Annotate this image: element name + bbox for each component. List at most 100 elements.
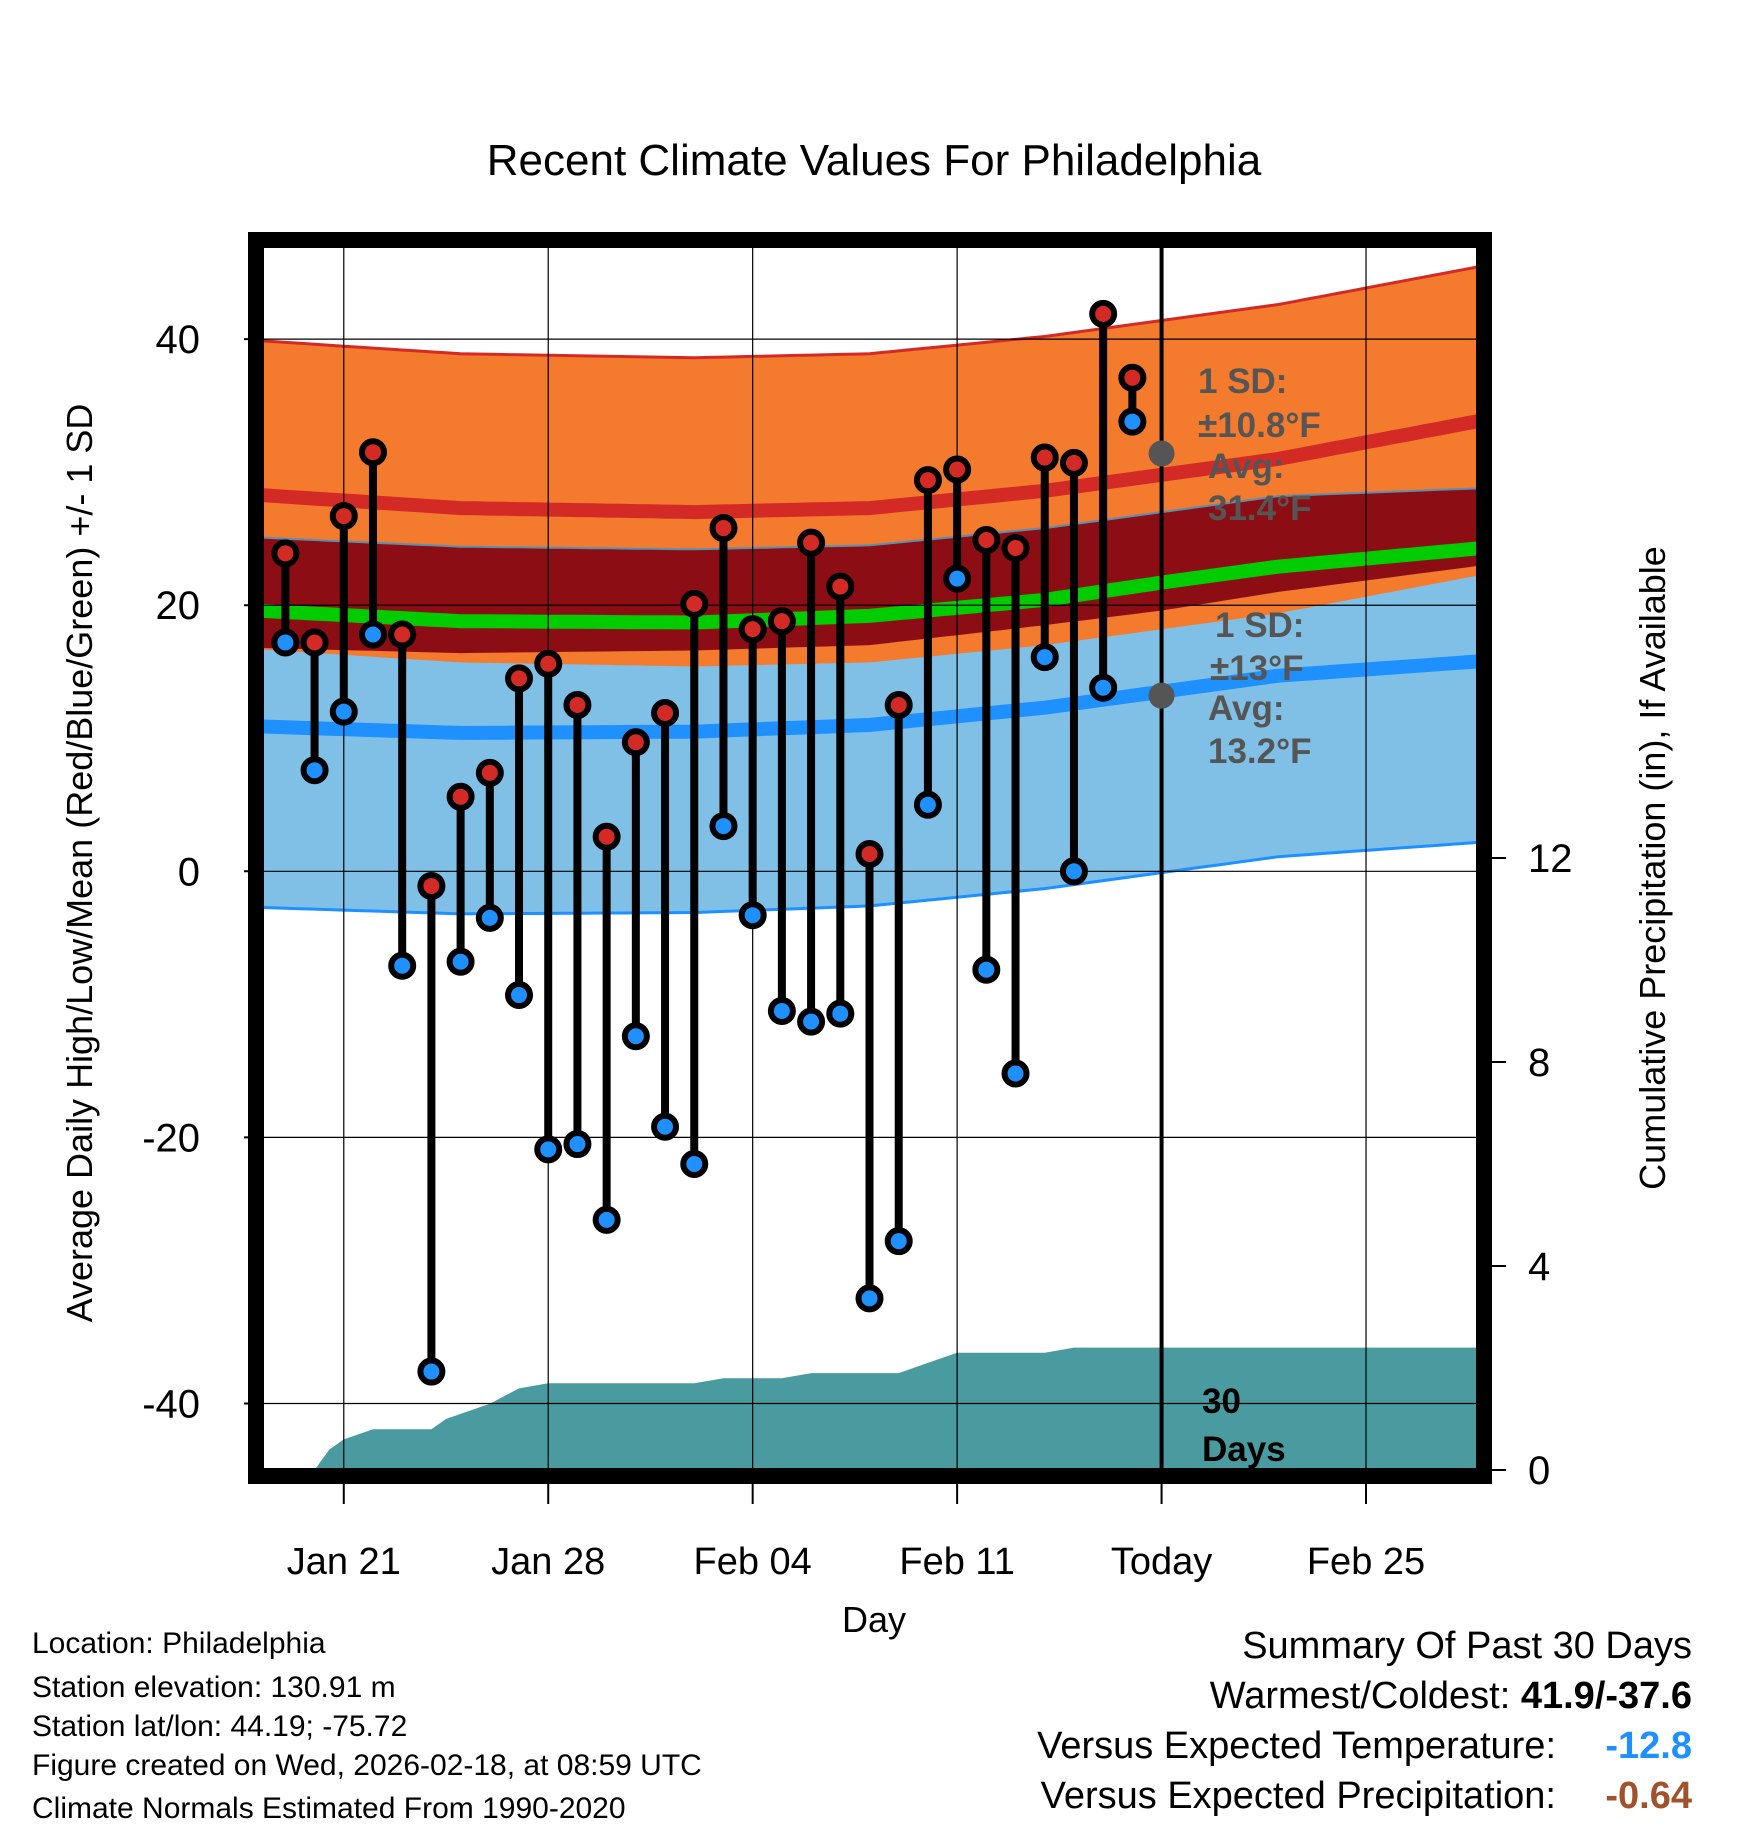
info-normals: Climate Normals Estimated From 1990-2020 [32, 1792, 626, 1825]
high-point [680, 589, 709, 618]
y-tick-label: 20 [156, 584, 201, 628]
info-latlon: Station lat/lon: 44.19; -75.72 [32, 1710, 408, 1743]
annotation-days: Days [1202, 1430, 1286, 1469]
annotation-high-avg: 31.4°F [1208, 489, 1312, 528]
low-point [505, 981, 534, 1010]
high-point [417, 871, 446, 900]
low-point [972, 955, 1001, 984]
y2-tick-label: 0 [1528, 1449, 1550, 1493]
low-point [884, 1227, 913, 1256]
high-point [621, 728, 650, 757]
low-point [329, 697, 358, 726]
high-point [1089, 299, 1118, 328]
low-point [300, 756, 329, 785]
high-band-upper-edge [262, 265, 1477, 360]
high-point [1059, 448, 1088, 477]
low-point [709, 812, 738, 841]
high-point [563, 691, 592, 719]
y2-tick-label: 8 [1528, 1041, 1550, 1085]
high-point [1030, 443, 1059, 472]
high-point [475, 758, 504, 787]
summary-precip: Versus Expected Precipitation: -0.64 [1041, 1776, 1692, 1816]
y-tick-label: -20 [142, 1116, 200, 1160]
summary-temp: Versus Expected Temperature: -12.8 [1037, 1726, 1692, 1766]
low-point [797, 1007, 826, 1036]
annotation-high-sd: 1 SD: [1198, 362, 1287, 401]
x-tick-label: Jan 21 [287, 1541, 401, 1583]
mean-band-upper-edge [262, 487, 1477, 551]
low-point [388, 951, 417, 980]
high-point [1118, 363, 1147, 392]
low-point [621, 1022, 650, 1051]
low-point [1001, 1059, 1030, 1088]
y-tick-label: -40 [142, 1382, 200, 1426]
annotation-high-sd: ±10.8°F [1198, 406, 1321, 445]
annotation-low-avg: 13.2°F [1208, 732, 1312, 771]
annotation-low-sd: 1 SD: [1215, 606, 1304, 645]
high-point [505, 664, 534, 693]
today-low-avg-marker [1148, 682, 1175, 709]
chart-title: Recent Climate Values For Philadelphia [487, 136, 1262, 185]
high-point [826, 572, 855, 601]
x-axis-label: Day [842, 1599, 906, 1640]
high-point [972, 526, 1001, 555]
low-point [943, 564, 972, 593]
temp-label: Versus Expected Temperature: [1037, 1725, 1556, 1767]
low-point [651, 1112, 680, 1141]
x-tick-label: Jan 28 [491, 1541, 605, 1583]
high-point [446, 782, 475, 811]
low-point [475, 903, 504, 932]
high-point [709, 514, 738, 543]
x-tick-label: Feb 04 [694, 1541, 812, 1583]
x-tick-label: Feb 25 [1307, 1541, 1425, 1583]
high-point [592, 822, 621, 851]
low-point [534, 1135, 563, 1164]
high-point [651, 698, 680, 727]
low-point [271, 628, 300, 657]
low-point [446, 947, 475, 976]
high-point [388, 620, 417, 649]
high-point [329, 502, 358, 531]
temp-value: -12.8 [1605, 1725, 1692, 1767]
normal-high-line [262, 414, 1477, 520]
low-point [1030, 643, 1059, 672]
precipitation-area [285, 1347, 1477, 1470]
info-created: Figure created on Wed, 2026-02-18, at 08… [32, 1749, 702, 1782]
y-tick-label: 0 [178, 850, 200, 894]
x-tick-label: Feb 11 [899, 1541, 1014, 1583]
high-point [855, 840, 884, 869]
warm-cold-label: Warmest/Coldest: [1209, 1675, 1521, 1717]
high-point [884, 691, 913, 719]
high-point [534, 649, 563, 678]
summary-warm-cold: Warmest/Coldest: 41.9/-37.6 [1210, 1676, 1692, 1716]
annotation-high-avg: Avg: [1208, 447, 1284, 486]
low-point [1059, 857, 1088, 886]
y-tick-label: 40 [156, 318, 201, 362]
low-point [563, 1130, 592, 1159]
precip-label: Versus Expected Precipitation: [1040, 1775, 1556, 1817]
low-point [680, 1150, 709, 1178]
annotation-low-avg: Avg: [1208, 689, 1284, 728]
high-point [913, 466, 942, 495]
high-point [767, 607, 796, 636]
y2-tick-label: 4 [1528, 1245, 1550, 1289]
mean-sd-band [262, 488, 1477, 654]
high-point [300, 628, 329, 657]
y-axis-label: Average Daily High/Low/Mean (Red/Blue/Gr… [59, 404, 100, 1323]
info-location: Location: Philadelphia [32, 1627, 326, 1660]
low-point [913, 790, 942, 819]
low-point [1089, 673, 1118, 702]
high-point [271, 539, 300, 568]
low-point [826, 999, 855, 1028]
high-point [738, 615, 767, 644]
warm-cold-value: 41.9/-37.6 [1520, 1675, 1692, 1717]
plot-area [262, 246, 1477, 1470]
high-point [797, 528, 826, 557]
low-point [767, 997, 796, 1025]
annotation-days: 30 [1202, 1382, 1241, 1421]
low-point [738, 901, 767, 930]
low-point [358, 620, 387, 649]
y2-tick-label: 12 [1528, 837, 1573, 881]
annotation-low-sd: ±13°F [1210, 649, 1304, 688]
